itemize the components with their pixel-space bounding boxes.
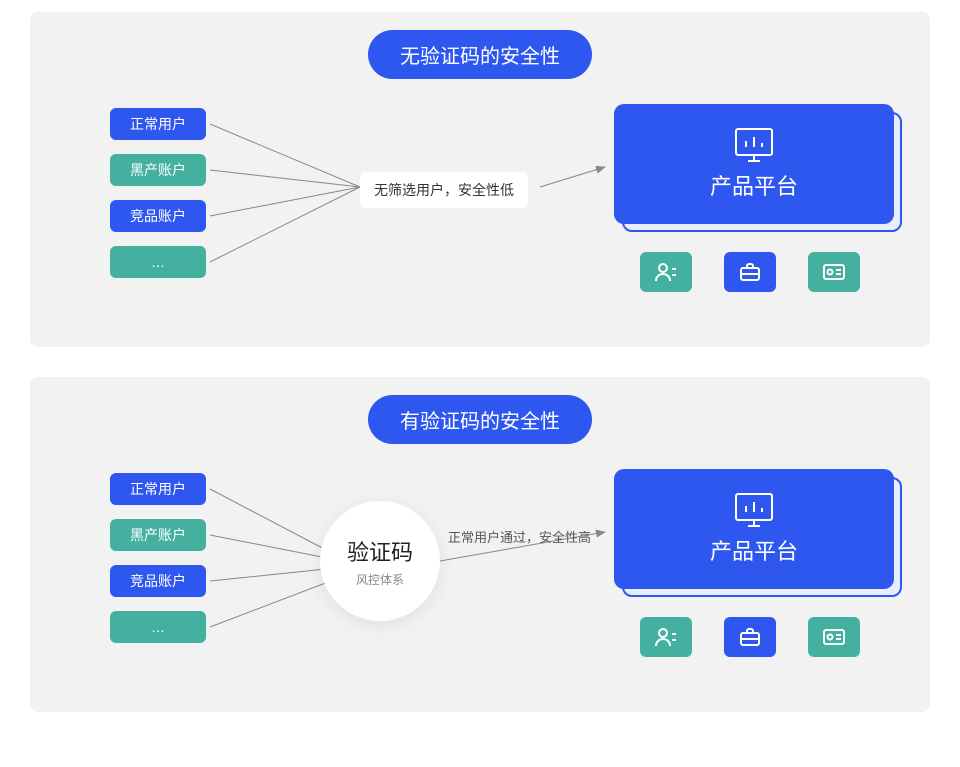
panel2-line-label: 正常用户通过，安全性高	[448, 527, 591, 546]
panel-no-captcha: 无验证码的安全性 正常用户 黑产账户 竞品账户 … 无筛选用户，安全性低	[30, 12, 930, 347]
user-box-normal: 正常用户	[110, 473, 206, 505]
panel1-platform-label: 产品平台	[710, 169, 798, 201]
captcha-title: 验证码	[347, 535, 413, 567]
user-box-blackmarket: 黑产账户	[110, 519, 206, 551]
user-box-ellipsis: …	[110, 611, 206, 643]
panel2-icon-row	[640, 617, 860, 657]
id-icon	[808, 252, 860, 292]
briefcase-icon	[724, 617, 776, 657]
panel1-user-boxes: 正常用户 黑产账户 竞品账户 …	[110, 108, 206, 292]
captcha-subtitle: 风控体系	[356, 571, 404, 588]
panel2-platform-card: 产品平台	[614, 469, 894, 589]
panel-with-captcha: 有验证码的安全性 正常用户 黑产账户 竞品账户 … 验证码 风控体系 正常用户通…	[30, 377, 930, 712]
panel1-icon-row	[640, 252, 860, 292]
dashboard-icon	[732, 127, 776, 163]
panel2-platform-label: 产品平台	[710, 534, 798, 566]
id-icon	[808, 617, 860, 657]
user-box-competitor: 竞品账户	[110, 565, 206, 597]
panel2-user-boxes: 正常用户 黑产账户 竞品账户 …	[110, 473, 206, 657]
user-box-normal: 正常用户	[110, 108, 206, 140]
dashboard-icon	[732, 492, 776, 528]
user-box-competitor: 竞品账户	[110, 200, 206, 232]
briefcase-icon	[724, 252, 776, 292]
panel1-platform-card: 产品平台	[614, 104, 894, 224]
user-box-blackmarket: 黑产账户	[110, 154, 206, 186]
user-icon	[640, 252, 692, 292]
user-icon	[640, 617, 692, 657]
panel1-title: 无验证码的安全性	[368, 30, 592, 79]
panel1-middle-label: 无筛选用户，安全性低	[360, 172, 528, 208]
captcha-circle: 验证码 风控体系	[320, 501, 440, 621]
user-box-ellipsis: …	[110, 246, 206, 278]
panel2-title: 有验证码的安全性	[368, 395, 592, 444]
